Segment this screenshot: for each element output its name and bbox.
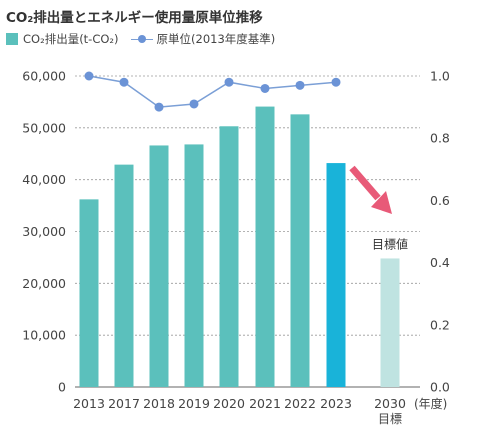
- y-left-tick-label: 50,000: [22, 120, 66, 135]
- y-right-tick-label: 0.8: [430, 131, 450, 146]
- y-left-tick-label: 0: [58, 380, 66, 395]
- x-tick-sublabel: 目標: [378, 412, 402, 426]
- legend-line-marker: [130, 33, 153, 45]
- y-right-tick-label: 0.4: [430, 255, 450, 270]
- bar: [380, 258, 400, 387]
- x-unit-label: (年度): [414, 396, 447, 411]
- trend-arrow-shaft: [349, 165, 381, 201]
- y-right-tick-label: 1.0: [430, 69, 450, 84]
- line-point: [84, 71, 94, 81]
- x-tick-label: 2030: [374, 396, 406, 411]
- line-point: [260, 83, 270, 93]
- line-point: [295, 80, 305, 90]
- x-tick-label: 2021: [249, 396, 281, 411]
- chart-title: CO₂排出量とエネルギー使用量原単位推移: [6, 10, 263, 26]
- x-tick-label: 2013: [73, 396, 105, 411]
- x-tick-label: 2022: [284, 396, 316, 411]
- bar: [255, 106, 275, 387]
- line-point: [119, 77, 129, 87]
- x-tick-label: 2023: [320, 396, 352, 411]
- bar: [114, 164, 134, 387]
- y-left-tick-label: 10,000: [22, 328, 66, 343]
- x-tick-label: 2018: [143, 396, 175, 411]
- bar: [290, 114, 310, 388]
- bar: [219, 126, 239, 388]
- trend-arrow-head: [371, 191, 392, 214]
- x-tick-label: 2017: [108, 396, 140, 411]
- series-line: [88, 75, 337, 108]
- y-left-tick-label: 20,000: [22, 276, 66, 291]
- y-right-tick-label: 0.6: [430, 193, 450, 208]
- y-left-tick-label: 30,000: [22, 224, 66, 239]
- bar: [149, 145, 169, 387]
- bar: [79, 199, 99, 387]
- line-point: [331, 77, 341, 87]
- line-point: [154, 102, 164, 112]
- y-left-tick-label: 60,000: [22, 69, 66, 84]
- x-tick-label: 2019: [178, 396, 210, 411]
- bar: [326, 163, 346, 387]
- line-point: [224, 77, 234, 87]
- line-point: [189, 99, 199, 109]
- legend-bar-label: CO₂排出量(t-CO₂): [23, 32, 119, 46]
- legend-line-label: 原単位(2013年度基準): [156, 32, 276, 46]
- chart-legend: CO₂排出量(t-CO₂) 原単位(2013年度基準): [6, 31, 275, 47]
- legend-bar-swatch: [6, 33, 18, 45]
- y-right-tick-label: 0.0: [430, 380, 450, 395]
- target-annotation-label: 目標値: [372, 236, 408, 251]
- x-tick-label: 2020: [213, 396, 245, 411]
- y-right-tick-label: 0.2: [430, 317, 450, 332]
- y-left-tick-label: 40,000: [22, 172, 66, 187]
- bar: [184, 144, 204, 387]
